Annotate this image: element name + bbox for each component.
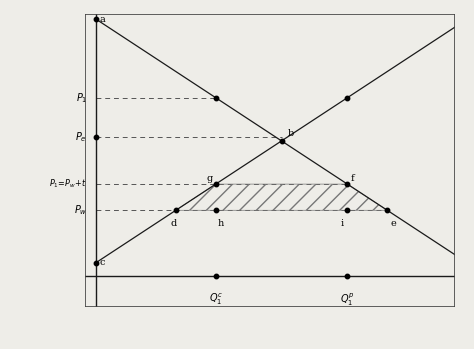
Text: $P_w$: $P_w$ <box>73 203 87 217</box>
Text: $P_1\!=\!P_w\!+\!t$: $P_1\!=\!P_w\!+\!t$ <box>49 178 87 190</box>
Text: $P_e$: $P_e$ <box>75 130 87 144</box>
Text: b: b <box>288 129 294 138</box>
Text: $P_1$: $P_1$ <box>76 91 87 105</box>
Text: i: i <box>341 220 344 229</box>
Text: d: d <box>171 220 177 229</box>
Text: h: h <box>218 220 224 229</box>
Text: f: f <box>350 174 354 183</box>
Text: a: a <box>100 15 105 24</box>
Text: g: g <box>207 174 213 183</box>
Text: e: e <box>390 220 396 229</box>
Text: $Q_1^p$: $Q_1^p$ <box>340 291 355 308</box>
Text: $Q_1^c$: $Q_1^c$ <box>209 291 223 307</box>
Text: c: c <box>100 258 105 267</box>
